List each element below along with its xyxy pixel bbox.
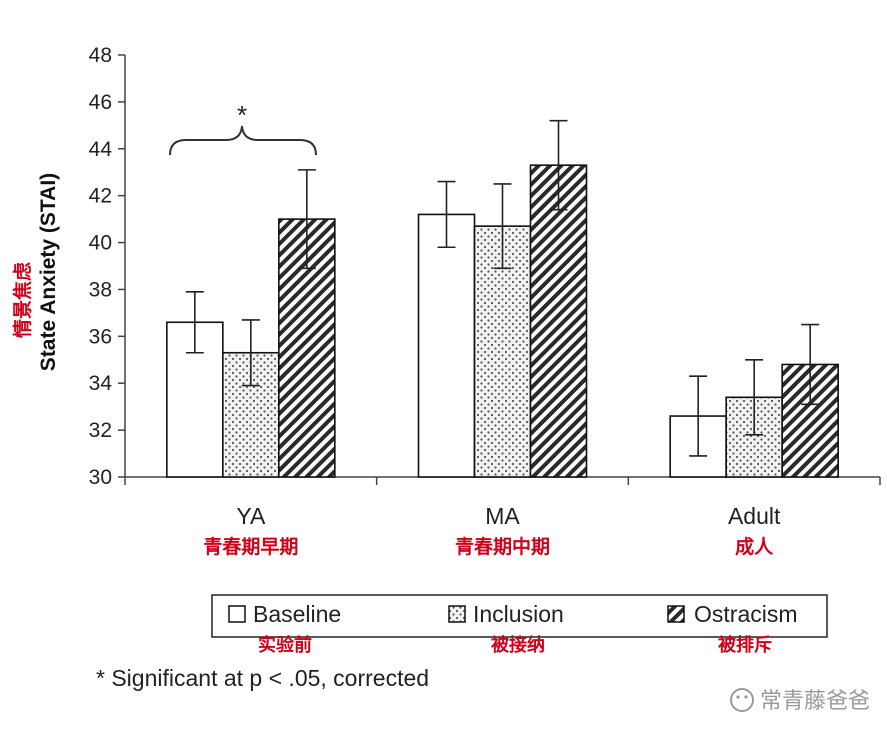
watermark: 常青藤爸爸 xyxy=(730,688,870,713)
y-tick-label: 30 xyxy=(89,466,112,489)
x-category-label: Adult xyxy=(728,503,781,529)
legend-label-inclusion: Inclusion xyxy=(473,601,564,627)
y-tick-label: 34 xyxy=(89,372,113,395)
bar-baseline-ya xyxy=(166,321,224,478)
legend: Baseline 实验前 Inclusion 被接纳 Ostracism 被排斥 xyxy=(211,594,828,655)
axis-labels: 30 32 34 36 38 40 42 44 46 48 YA 青春期早期 MA 青春期中期 Adult 成… xyxy=(89,44,781,558)
y-axis-label-cn: 情景焦虑 xyxy=(11,262,34,338)
significance-marker: * xyxy=(237,100,247,130)
watermark-icon xyxy=(730,688,754,712)
y-tick-label: 48 xyxy=(89,44,112,67)
footnote: * Significant at p < .05, corrected xyxy=(96,665,429,691)
bar-ostracism-ya xyxy=(278,218,336,478)
legend-sub-ostracism: 被排斥 xyxy=(718,634,772,655)
y-tick-label: 44 xyxy=(89,138,113,161)
error-bars xyxy=(185,119,820,457)
legend-swatch-inclusion xyxy=(448,605,466,623)
legend-swatch-baseline xyxy=(228,605,246,623)
bar-ostracism-ma xyxy=(529,164,588,478)
x-category-label-cn: 成人 xyxy=(735,535,774,558)
x-category-label: YA xyxy=(236,503,266,529)
legend-label-baseline: Baseline xyxy=(253,601,341,627)
x-category-label: MA xyxy=(485,503,520,529)
y-tick-label: 38 xyxy=(89,278,112,301)
y-tick-label: 32 xyxy=(89,419,112,442)
y-tick-label: 36 xyxy=(89,325,112,348)
bar-baseline-ma xyxy=(417,213,476,478)
y-tick-label: 42 xyxy=(89,185,112,208)
bars xyxy=(166,164,839,478)
y-tick-label: 40 xyxy=(89,232,112,255)
legend-box xyxy=(211,594,828,638)
x-category-label-cn: 青春期中期 xyxy=(455,535,550,558)
legend-sub-inclusion: 被接纳 xyxy=(491,634,545,655)
significance-bracket xyxy=(169,125,317,156)
y-axis-label: State Anxiety (STAI) xyxy=(37,173,60,371)
legend-label-ostracism: Ostracism xyxy=(694,601,798,627)
legend-swatch-ostracism xyxy=(667,605,685,623)
legend-sub-baseline: 实验前 xyxy=(258,634,312,655)
x-category-label-cn: 青春期早期 xyxy=(203,535,298,558)
watermark-text: 常青藤爸爸 xyxy=(760,688,870,713)
y-tick-label: 46 xyxy=(89,91,112,114)
